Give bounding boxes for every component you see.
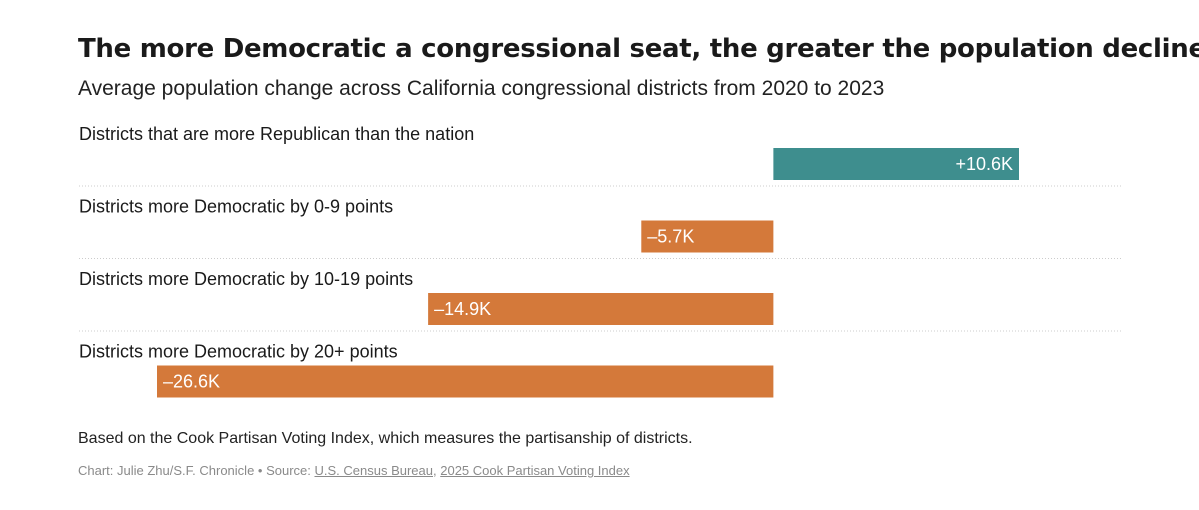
category-label: Districts more Democratic by 0-9 points [79, 197, 393, 217]
source-link-census[interactable]: U.S. Census Bureau [314, 463, 433, 478]
category-label: Districts more Democratic by 20+ points [79, 342, 398, 362]
credit-separator: , [433, 463, 441, 478]
bar-value-label: –5.7K [647, 227, 694, 247]
methodology-note: Based on the Cook Partisan Voting Index,… [78, 430, 693, 447]
bar-chart: Districts that are more Republican than … [79, 124, 1121, 398]
chart-credit: Chart: Julie Zhu/S.F. Chronicle • Source… [78, 463, 630, 478]
chart-title: The more Democratic a congressional seat… [78, 34, 1199, 64]
chart-subtitle: Average population change across Califor… [78, 77, 885, 100]
bar-value-label: –14.9K [434, 299, 491, 319]
category-label: Districts that are more Republican than … [79, 124, 474, 144]
bar-negative [428, 293, 774, 325]
bar-negative [157, 365, 774, 398]
bar-value-label: +10.6K [955, 154, 1013, 174]
bar-positive [773, 148, 1019, 180]
credit-prefix: Chart: Julie Zhu/S.F. Chronicle • Source… [78, 463, 315, 478]
bar-value-label: –26.6K [163, 372, 220, 392]
bar-negative [641, 220, 774, 253]
category-label: Districts more Democratic by 10-19 point… [79, 269, 413, 289]
source-link-cook-pvi[interactable]: 2025 Cook Partisan Voting Index [440, 463, 630, 478]
